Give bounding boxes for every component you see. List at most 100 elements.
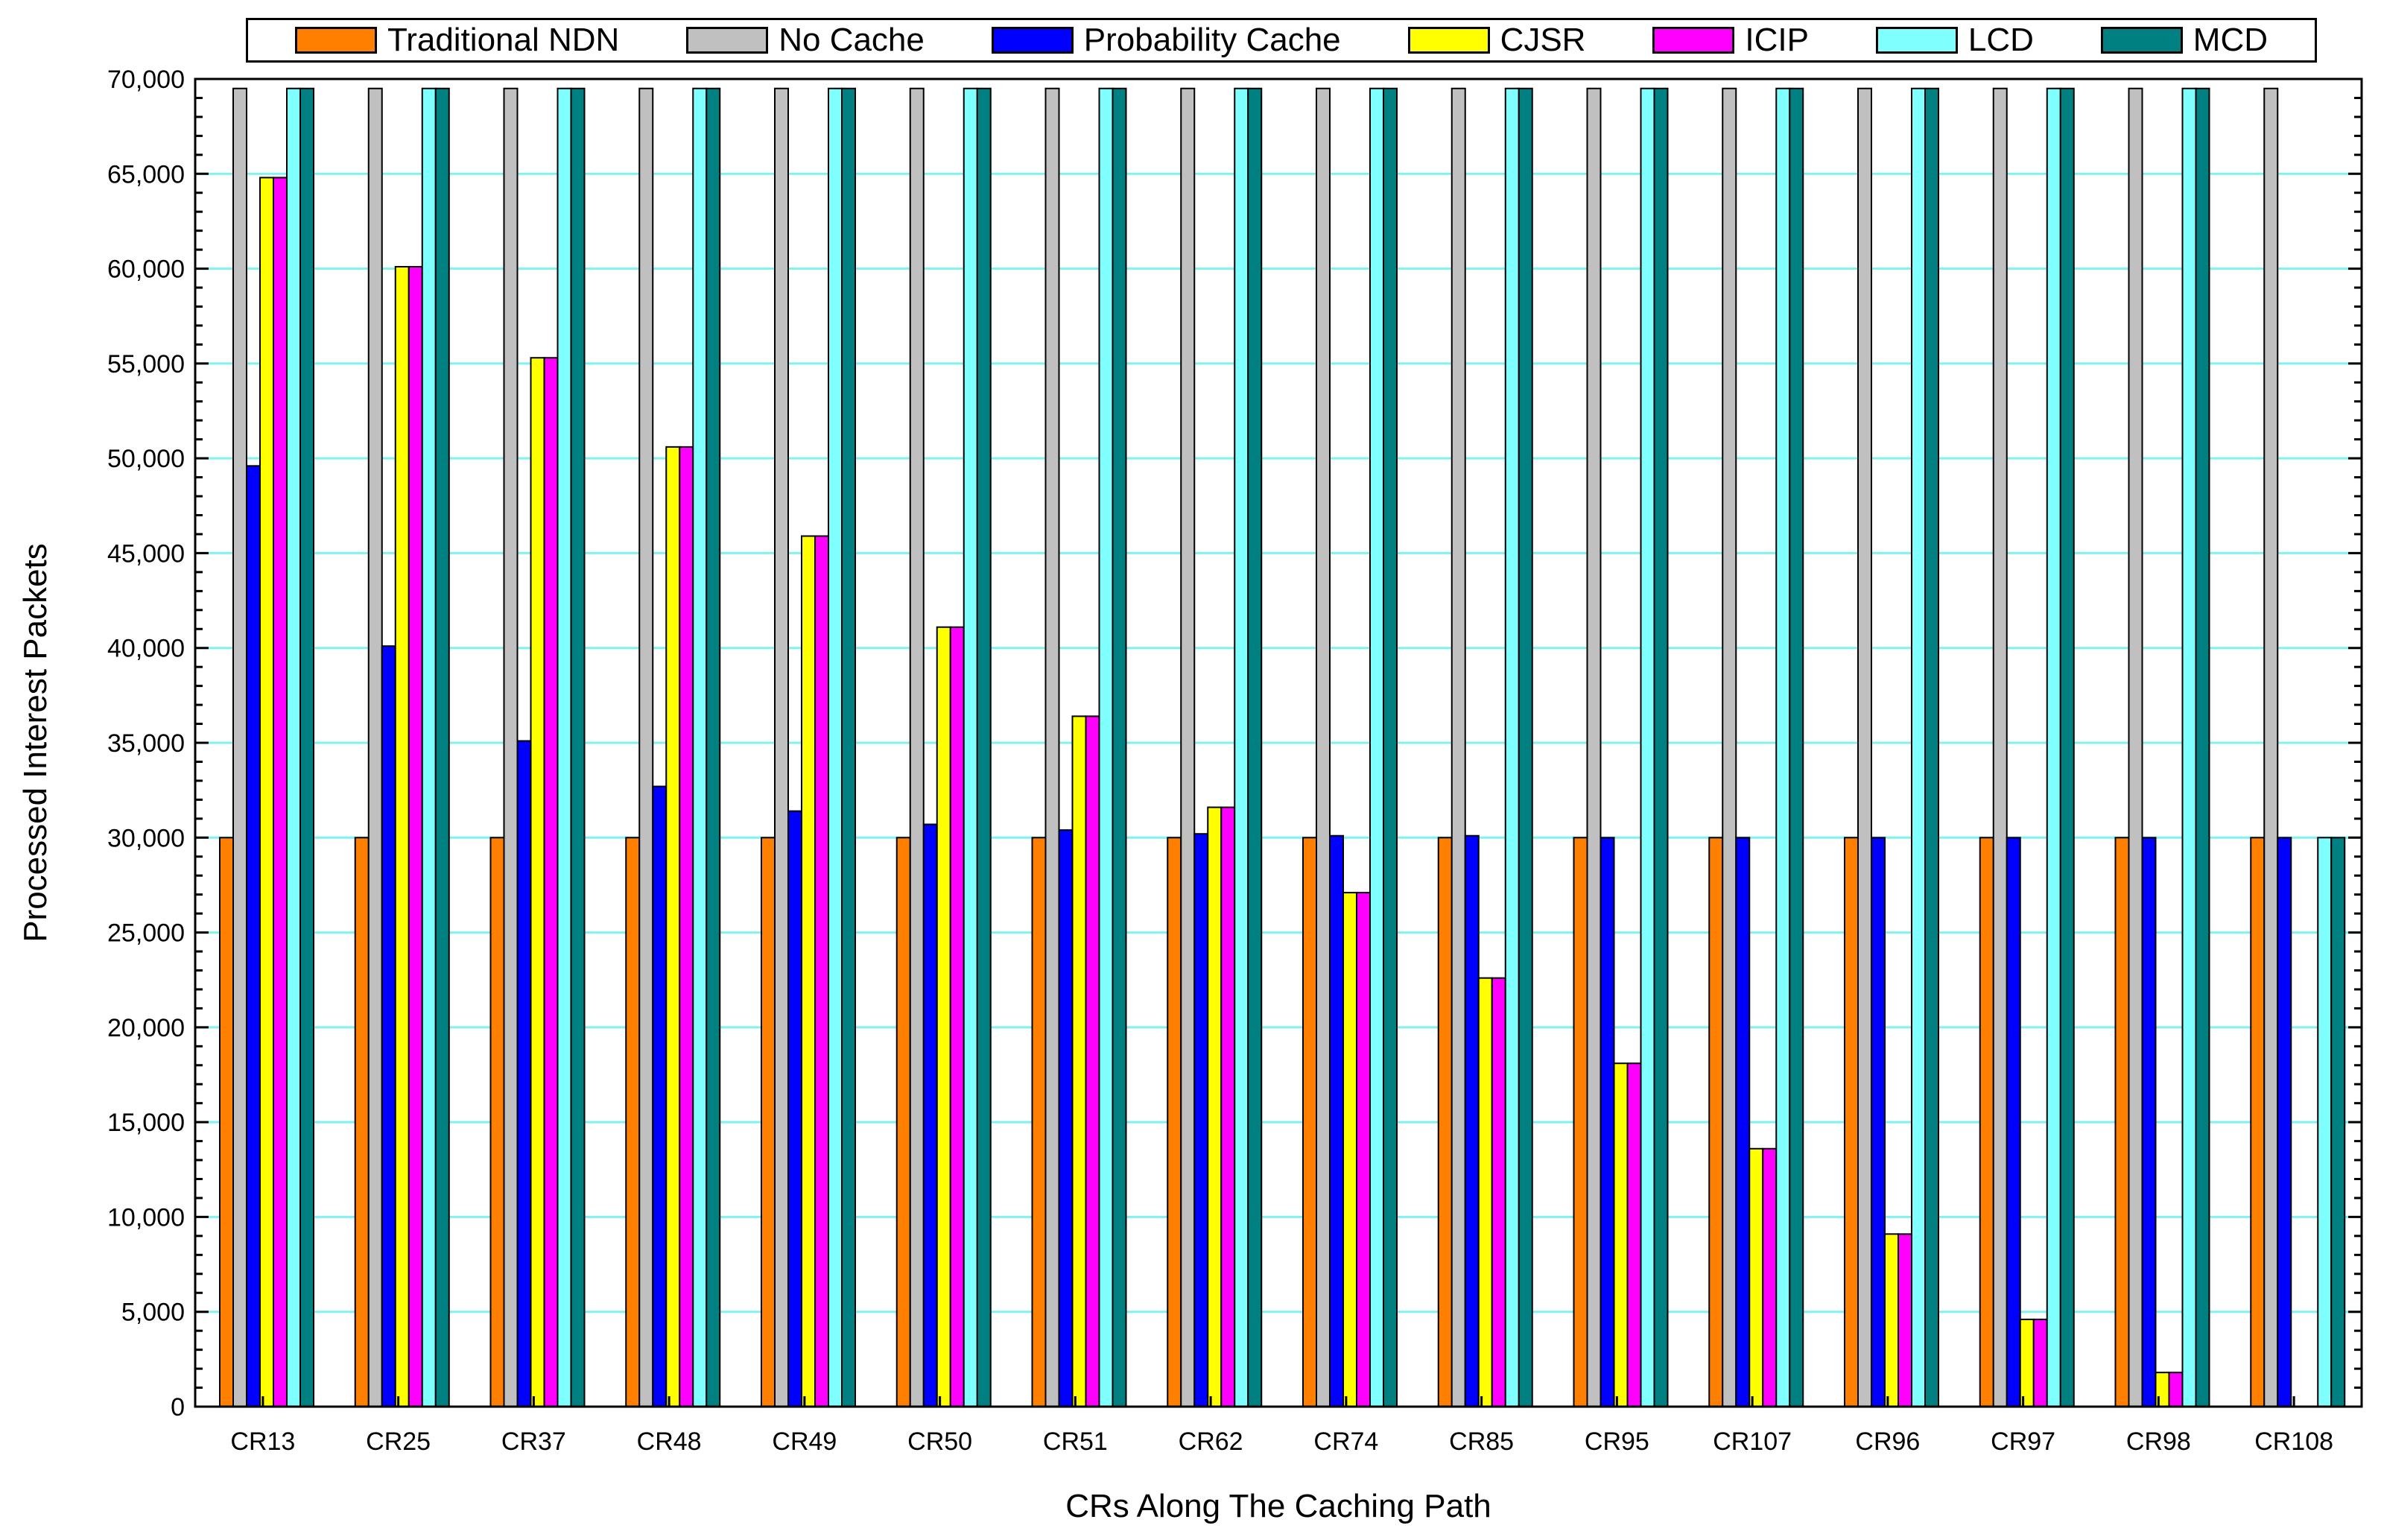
legend-swatch bbox=[294, 27, 377, 54]
bar-no-cache-cr107 bbox=[1722, 87, 1737, 1408]
bar-probability-cache-cr48 bbox=[652, 785, 668, 1407]
x-tick-label: CR50 bbox=[907, 1427, 972, 1456]
bar-icip-cr50 bbox=[949, 626, 965, 1407]
bar-cjsr-cr85 bbox=[1477, 977, 1493, 1407]
bar-mcd-cr51 bbox=[1112, 87, 1127, 1408]
bar-icip-cr37 bbox=[543, 357, 559, 1408]
bar-probability-cache-cr62 bbox=[1193, 833, 1209, 1408]
legend-label: ICIP bbox=[1745, 22, 1809, 58]
bar-no-cache-cr13 bbox=[232, 87, 247, 1408]
bar-mcd-cr98 bbox=[2195, 87, 2210, 1408]
bar-cjsr-cr107 bbox=[1749, 1147, 1764, 1407]
bar-mcd-cr97 bbox=[2059, 87, 2075, 1408]
bar-icip-cr13 bbox=[273, 177, 288, 1407]
bar-lcd-cr62 bbox=[1234, 87, 1249, 1408]
bar-probability-cache-cr50 bbox=[922, 823, 938, 1407]
bar-icip-cr97 bbox=[2032, 1318, 2048, 1407]
bar-cjsr-cr74 bbox=[1342, 892, 1357, 1407]
bar-no-cache-cr108 bbox=[2263, 87, 2279, 1408]
bar-lcd-cr50 bbox=[963, 87, 978, 1408]
bar-lcd-cr107 bbox=[1775, 87, 1791, 1408]
legend-swatch bbox=[2100, 27, 2183, 54]
y-tick-label: 55,000 bbox=[107, 350, 185, 378]
bar-lcd-cr97 bbox=[2046, 87, 2061, 1408]
bar-no-cache-cr25 bbox=[367, 87, 383, 1408]
bar-probability-cache-cr49 bbox=[787, 810, 802, 1408]
bar-no-cache-cr62 bbox=[1180, 87, 1196, 1408]
bar-no-cache-cr37 bbox=[503, 87, 519, 1408]
legend-label: CJSR bbox=[1500, 22, 1586, 58]
legend-label: MCD bbox=[2193, 22, 2268, 58]
bar-lcd-cr108 bbox=[2317, 837, 2333, 1408]
legend-swatch bbox=[991, 27, 1074, 54]
bar-probability-cache-cr74 bbox=[1329, 834, 1344, 1407]
bar-lcd-cr96 bbox=[1911, 87, 1926, 1408]
x-tick-label: CR62 bbox=[1179, 1427, 1243, 1456]
bar-mcd-cr95 bbox=[1653, 87, 1669, 1408]
bar-icip-cr51 bbox=[1085, 715, 1100, 1407]
y-tick-label: 15,000 bbox=[107, 1109, 185, 1137]
bar-icip-cr49 bbox=[814, 535, 829, 1408]
bar-probability-cache-cr51 bbox=[1058, 829, 1074, 1408]
x-tick-label: CR108 bbox=[2254, 1427, 2333, 1456]
y-tick-label: 50,000 bbox=[107, 445, 185, 473]
bar-traditional-ndn-cr95 bbox=[1573, 837, 1588, 1408]
bar-icip-cr98 bbox=[2168, 1372, 2184, 1407]
bar-no-cache-cr50 bbox=[909, 87, 925, 1408]
bar-traditional-ndn-cr13 bbox=[219, 837, 234, 1408]
legend-item: Probability Cache bbox=[991, 22, 1341, 59]
bar-icip-cr96 bbox=[1897, 1233, 1912, 1407]
y-tick-label: 45,000 bbox=[107, 539, 185, 568]
bar-lcd-cr37 bbox=[557, 87, 572, 1408]
bar-icip-cr74 bbox=[1356, 892, 1371, 1407]
bar-no-cache-cr51 bbox=[1044, 87, 1060, 1408]
bar-mcd-cr108 bbox=[2330, 837, 2346, 1408]
bar-lcd-cr51 bbox=[1098, 87, 1114, 1408]
x-tick-label: CR98 bbox=[2126, 1427, 2191, 1456]
bar-lcd-cr25 bbox=[421, 87, 437, 1408]
bar-lcd-cr13 bbox=[286, 87, 301, 1408]
bar-probability-cache-cr98 bbox=[2141, 837, 2157, 1408]
bar-cjsr-cr48 bbox=[665, 446, 681, 1408]
bar-lcd-cr95 bbox=[1640, 87, 1655, 1408]
legend-item: No Cache bbox=[686, 22, 925, 59]
bar-probability-cache-cr95 bbox=[1600, 837, 1615, 1408]
bar-no-cache-cr96 bbox=[1857, 87, 1872, 1408]
y-tick-label: 20,000 bbox=[107, 1014, 185, 1042]
bar-no-cache-cr85 bbox=[1451, 87, 1466, 1408]
bar-cjsr-cr95 bbox=[1613, 1062, 1629, 1407]
bar-cjsr-cr13 bbox=[259, 177, 274, 1407]
y-tick-label: 10,000 bbox=[107, 1203, 185, 1232]
bar-icip-cr48 bbox=[679, 446, 694, 1408]
legend-swatch bbox=[1875, 27, 1958, 54]
x-tick-label: CR37 bbox=[501, 1427, 566, 1456]
x-tick-label: CR48 bbox=[637, 1427, 702, 1456]
y-tick-label: 70,000 bbox=[107, 66, 185, 94]
bar-probability-cache-cr13 bbox=[246, 465, 261, 1408]
y-tick-label: 30,000 bbox=[107, 824, 185, 852]
x-tick-label: CR85 bbox=[1449, 1427, 1514, 1456]
legend-item: ICIP bbox=[1652, 22, 1809, 59]
y-tick-label: 25,000 bbox=[107, 919, 185, 948]
bar-mcd-cr49 bbox=[841, 87, 856, 1408]
x-axis-title: CRs Along The Caching Path bbox=[1065, 1488, 1491, 1524]
legend-label: Traditional NDN bbox=[387, 22, 620, 58]
bar-mcd-cr13 bbox=[299, 87, 314, 1408]
x-tick-label: CR97 bbox=[1991, 1427, 2055, 1456]
bar-traditional-ndn-cr107 bbox=[1708, 837, 1724, 1408]
legend-item: Traditional NDN bbox=[294, 22, 620, 59]
bar-mcd-cr107 bbox=[1789, 87, 1804, 1408]
bar-mcd-cr48 bbox=[706, 87, 721, 1408]
x-tick-label: CR107 bbox=[1713, 1427, 1792, 1456]
bar-cjsr-cr97 bbox=[2019, 1318, 2035, 1407]
bar-lcd-cr74 bbox=[1369, 87, 1384, 1408]
x-tick-label: CR49 bbox=[772, 1427, 837, 1456]
bar-traditional-ndn-cr62 bbox=[1167, 837, 1182, 1408]
bar-probability-cache-cr107 bbox=[1735, 837, 1751, 1408]
y-tick-label: 60,000 bbox=[107, 256, 185, 284]
x-tick-label: CR51 bbox=[1043, 1427, 1108, 1456]
bar-icip-cr95 bbox=[1626, 1062, 1642, 1407]
x-tick-label: CR25 bbox=[366, 1427, 431, 1456]
bar-traditional-ndn-cr51 bbox=[1031, 837, 1047, 1408]
